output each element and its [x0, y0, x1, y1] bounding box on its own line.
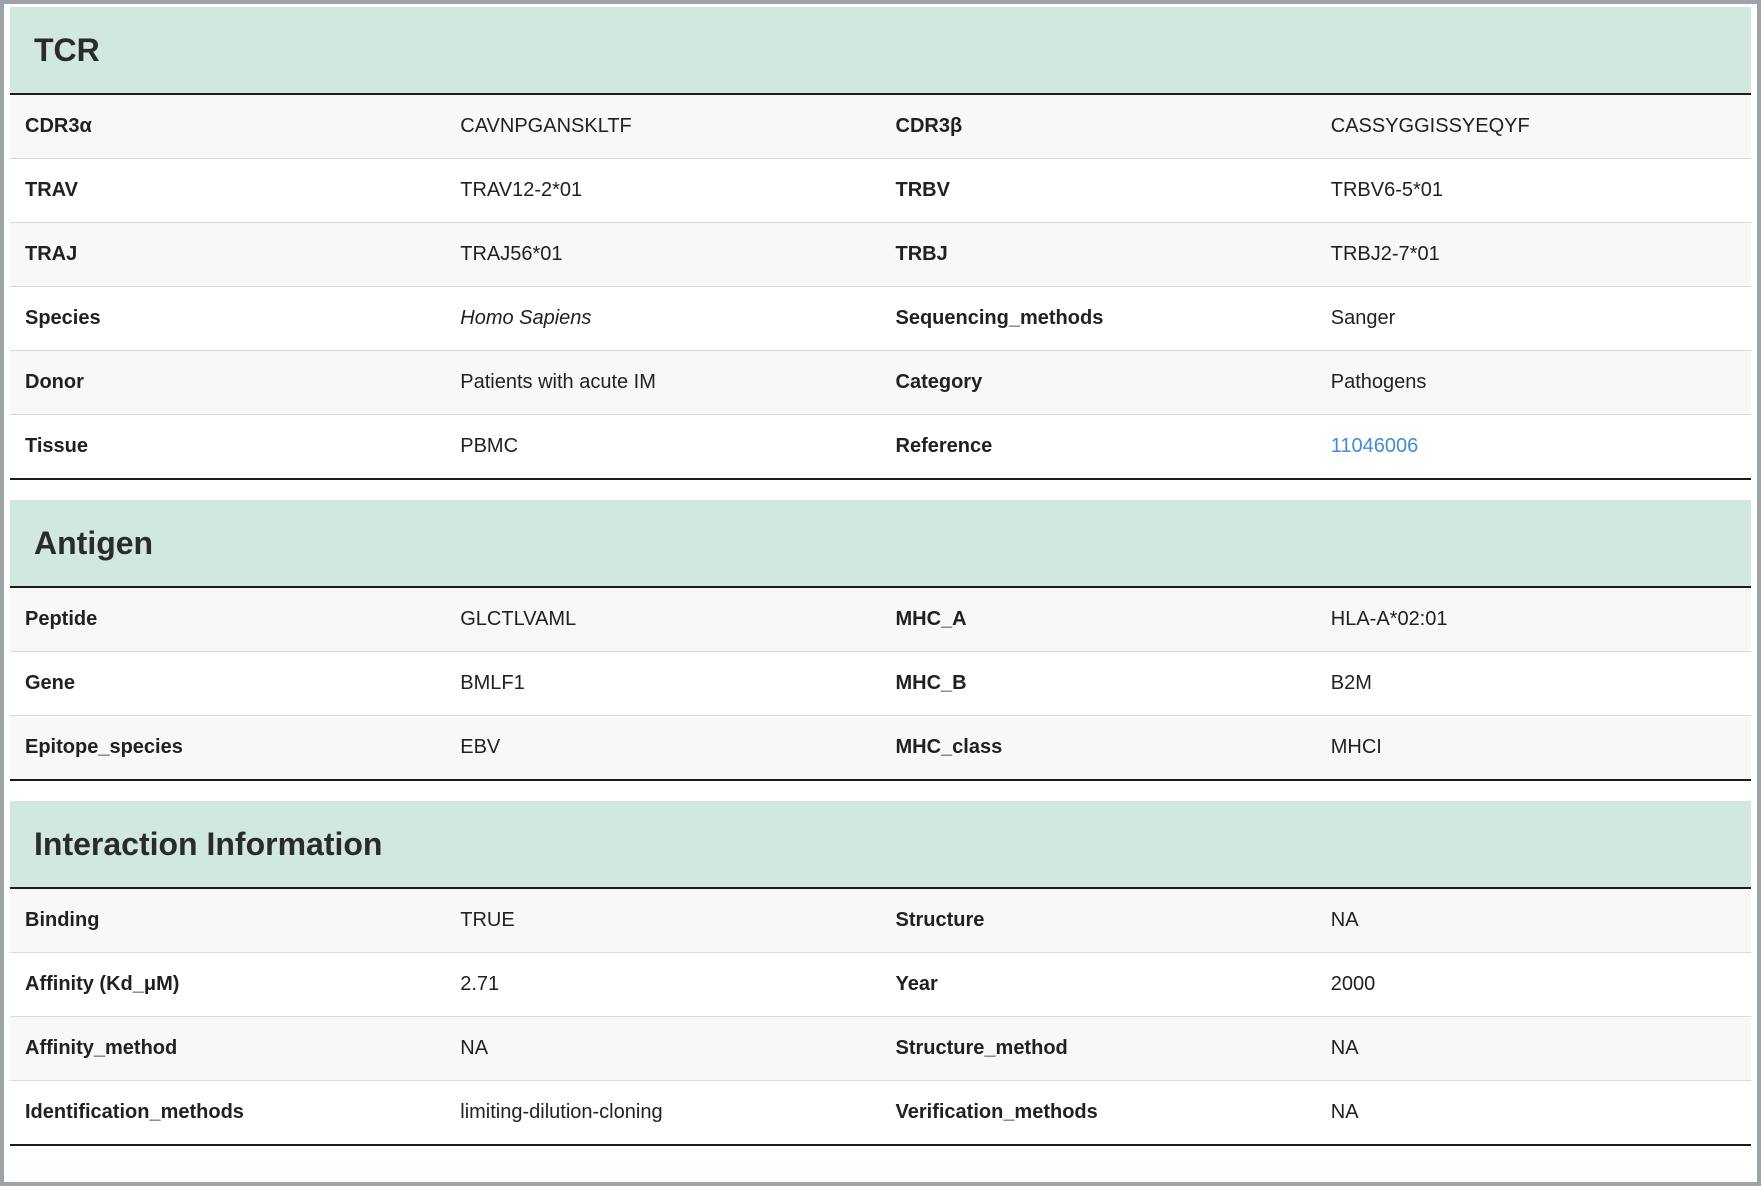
value-reference: 11046006 [1315, 414, 1751, 479]
value-year: 2000 [1315, 952, 1751, 1017]
value-structure-method: NA [1315, 1016, 1751, 1081]
value-peptide: GLCTLVAML [460, 608, 577, 630]
label-year: Year [880, 952, 1316, 1017]
interaction-information-section: Interaction Information Binding TRUE Str… [10, 801, 1751, 1146]
value-trbv: TRBV6-5*01 [1315, 158, 1751, 223]
label-mhc-b: MHC_B [880, 651, 1316, 716]
value-species: Homo Sapiens [445, 286, 881, 351]
value-structure: NA [1330, 909, 1359, 931]
value-verification-methods: NA [1315, 1080, 1751, 1145]
label-gene: Gene [10, 651, 446, 716]
value-traj: TRAJ56*01 [445, 222, 881, 287]
label-tissue: Tissue [10, 414, 446, 479]
label-structure: Structure [895, 909, 985, 931]
label-trbj: TRBJ [880, 222, 1316, 287]
value-binding: TRUE [460, 909, 515, 931]
table-row: Affinity (Kd_μM) 2.71 Year 2000 [10, 952, 1751, 1017]
section-header-row: Interaction Information [10, 801, 1751, 889]
label-cdr3-alpha: CDR3α [25, 115, 92, 137]
table-row: TRAJ TRAJ56*01 TRBJ TRBJ2-7*01 [10, 222, 1751, 287]
value-epitope-species: EBV [445, 715, 881, 780]
table-row: Species Homo Sapiens Sequencing_methods … [10, 286, 1751, 351]
value-tissue: PBMC [445, 414, 881, 479]
label-donor: Donor [10, 350, 446, 415]
value-cdr3-alpha: CAVNPGANSKLTF [460, 115, 632, 137]
section-title-interaction-information: Interaction Information [10, 801, 1751, 889]
table-row: Identification_methods limiting-dilution… [10, 1080, 1751, 1145]
table-row: Tissue PBMC Reference 11046006 [10, 414, 1751, 479]
label-trav: TRAV [10, 158, 446, 223]
label-cdr3-beta: CDR3β [895, 115, 963, 137]
section-title-tcr: TCR [10, 7, 1751, 95]
table-row: Donor Patients with acute IM Category Pa… [10, 350, 1751, 415]
table-row: Gene BMLF1 MHC_B B2M [10, 651, 1751, 716]
value-trav: TRAV12-2*01 [445, 158, 881, 223]
value-mhc-a: HLA-A*02:01 [1330, 608, 1448, 630]
table-row: Epitope_species EBV MHC_class MHCI [10, 715, 1751, 780]
table-row: CDR3α CAVNPGANSKLTF CDR3β CASSYGGISSYEQY… [10, 94, 1751, 159]
value-gene: BMLF1 [445, 651, 881, 716]
tcr-section: TCR CDR3α CAVNPGANSKLTF CDR3β CASSYGGISS… [10, 7, 1751, 480]
label-mhc-a: MHC_A [895, 608, 967, 630]
table-row: Binding TRUE Structure NA [10, 888, 1751, 953]
label-epitope-species: Epitope_species [10, 715, 446, 780]
label-affinity-method: Affinity_method [10, 1016, 446, 1081]
value-affinity-method: NA [445, 1016, 881, 1081]
label-species: Species [10, 286, 446, 351]
label-structure-method: Structure_method [880, 1016, 1316, 1081]
antigen-section: Antigen Peptide GLCTLVAML MHC_A HLA-A*02… [10, 500, 1751, 781]
label-reference: Reference [880, 414, 1316, 479]
value-category: Pathogens [1315, 350, 1751, 415]
table-row: TRAV TRAV12-2*01 TRBV TRBV6-5*01 [10, 158, 1751, 223]
label-verification-methods: Verification_methods [880, 1080, 1316, 1145]
section-title-antigen: Antigen [10, 500, 1751, 588]
table-row: Peptide GLCTLVAML MHC_A HLA-A*02:01 [10, 587, 1751, 652]
label-affinity-kd-um: Affinity (Kd_μM) [10, 952, 446, 1017]
label-mhc-class: MHC_class [880, 715, 1316, 780]
value-trbj: TRBJ2-7*01 [1315, 222, 1751, 287]
label-peptide: Peptide [25, 608, 98, 630]
value-sequencing-methods: Sanger [1315, 286, 1751, 351]
value-affinity-kd-um: 2.71 [445, 952, 881, 1017]
value-cdr3-beta: CASSYGGISSYEQYF [1330, 115, 1530, 137]
label-traj: TRAJ [10, 222, 446, 287]
label-binding: Binding [25, 909, 100, 931]
label-category: Category [880, 350, 1316, 415]
table-row: Affinity_method NA Structure_method NA [10, 1016, 1751, 1081]
value-identification-methods: limiting-dilution-cloning [445, 1080, 881, 1145]
section-header-row: Antigen [10, 500, 1751, 588]
value-mhc-class: MHCI [1315, 715, 1751, 780]
value-mhc-b: B2M [1315, 651, 1751, 716]
label-identification-methods: Identification_methods [10, 1080, 446, 1145]
section-header-row: TCR [10, 7, 1751, 95]
label-sequencing-methods: Sequencing_methods [880, 286, 1316, 351]
reference-link[interactable]: 11046006 [1330, 435, 1419, 457]
value-donor: Patients with acute IM [445, 350, 881, 415]
label-trbv: TRBV [880, 158, 1316, 223]
